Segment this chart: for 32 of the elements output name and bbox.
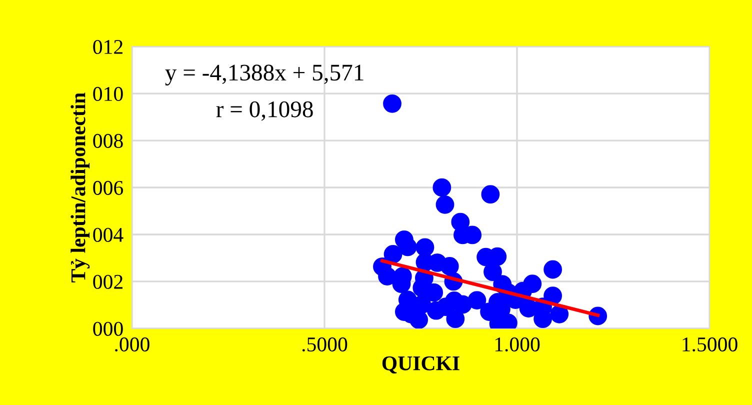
y-tick-label: 004 <box>93 228 124 242</box>
annotation: y = -4,1388x + 5,571 <box>165 64 364 86</box>
x-tick-label: .5000 <box>302 337 348 352</box>
point <box>378 267 396 286</box>
point <box>484 262 502 282</box>
point <box>446 310 465 328</box>
y-tick-label: 006 <box>93 180 124 195</box>
point <box>383 94 402 113</box>
x-tick-label: .000 <box>115 337 150 352</box>
y-tick-label: 012 <box>93 40 122 54</box>
x-tick-label: 1.5000 <box>682 337 738 352</box>
point <box>550 304 569 324</box>
point <box>398 238 417 256</box>
y-axis-title: Tỷ leptin/adiponectin <box>70 92 90 282</box>
y-tick-label: 002 <box>93 274 122 289</box>
point <box>454 295 472 314</box>
point <box>544 260 562 279</box>
point <box>440 257 459 276</box>
point <box>436 195 454 214</box>
point <box>412 295 432 314</box>
point <box>416 238 434 257</box>
x-tick-label: 1.000 <box>495 337 540 352</box>
point <box>384 245 402 264</box>
y-tick-label: 010 <box>93 86 123 101</box>
point <box>481 185 500 204</box>
y-tick-label: 008 <box>93 134 123 148</box>
annotation: r = 0,1098 <box>216 101 313 121</box>
point <box>424 283 444 302</box>
y-tick-label: 000 <box>93 322 123 336</box>
x-axis-title: QUICKI <box>382 356 460 374</box>
point <box>468 291 486 310</box>
point <box>432 178 452 197</box>
